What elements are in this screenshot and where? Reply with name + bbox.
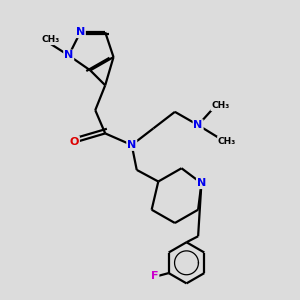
Text: N: N [127,140,136,150]
Text: CH₃: CH₃ [218,136,236,146]
Text: CH₃: CH₃ [41,35,60,44]
Text: N: N [64,50,73,60]
Text: N: N [194,120,203,130]
Text: F: F [151,271,158,281]
Text: N: N [197,178,206,188]
Text: O: O [70,137,79,147]
Text: N: N [76,27,85,37]
Text: CH₃: CH₃ [211,101,230,110]
